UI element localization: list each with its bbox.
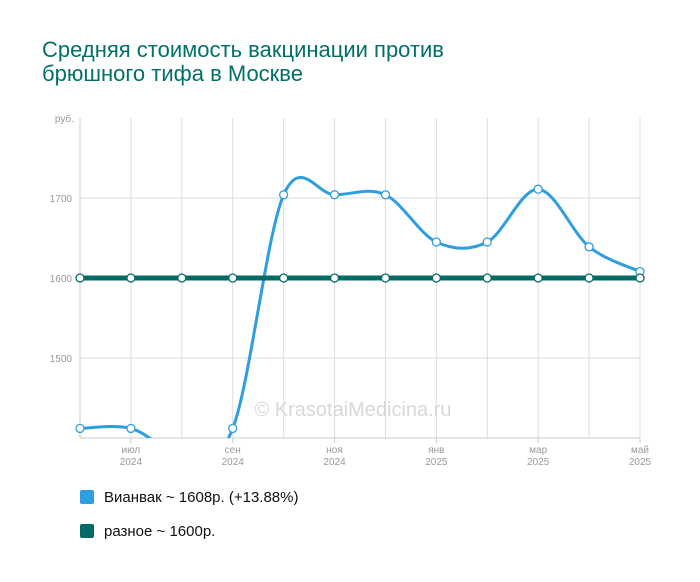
y-tick-label: 1600 — [50, 274, 73, 285]
legend-swatch-vianvak — [80, 490, 94, 504]
chart-title-line-2: брюшного тифа в Москве — [42, 61, 303, 86]
x-tick-year: 2025 — [629, 457, 652, 468]
data-point-raznoe — [584, 273, 594, 283]
data-point-vianvak — [533, 184, 543, 194]
data-point-raznoe — [482, 273, 492, 283]
x-tick-month: сен — [225, 445, 241, 456]
x-tick-month: ноя — [326, 445, 343, 456]
data-point-vianvak — [329, 190, 340, 200]
data-point-raznoe — [533, 273, 543, 283]
data-point-vianvak — [278, 190, 289, 200]
x-tick-year: 2024 — [120, 457, 143, 468]
chart-title-line-1: Средняя стоимость вакцинации против — [42, 37, 444, 62]
data-point-vianvak — [75, 423, 85, 434]
axis-labels: руб.150016001700июл2024сен2024ноя2024янв… — [50, 113, 652, 468]
y-axis-unit: руб. — [55, 113, 74, 125]
data-point-vianvak — [380, 190, 391, 200]
legend-swatch-raznoe — [80, 524, 94, 538]
legend-item-vianvak[interactable]: Вианвак ~ 1608р. (+13.88%) — [80, 488, 298, 506]
data-point-raznoe — [228, 273, 238, 283]
x-tick-year: 2025 — [425, 457, 448, 468]
y-tick-label: 1700 — [50, 194, 73, 205]
y-tick-label: 1500 — [50, 354, 73, 365]
legend: Вианвак ~ 1608р. (+13.88%) разное ~ 1600… — [80, 488, 298, 556]
data-point-vianvak — [126, 423, 136, 434]
data-point-raznoe — [75, 273, 85, 283]
data-point-raznoe — [431, 273, 442, 283]
series-raznoe — [75, 273, 645, 283]
data-point-raznoe — [380, 273, 391, 283]
data-point-raznoe — [126, 273, 136, 283]
legend-label-vianvak: Вианвак ~ 1608р. (+13.88%) — [104, 488, 299, 506]
data-point-raznoe — [329, 273, 340, 283]
x-tick-month: янв — [428, 445, 444, 456]
legend-item-raznoe[interactable]: разное ~ 1600р. — [80, 522, 298, 540]
data-point-vianvak — [482, 237, 492, 247]
x-tick-year: 2025 — [527, 457, 550, 468]
x-tick-month: мар — [529, 445, 547, 456]
data-point-raznoe — [635, 273, 645, 283]
data-point-vianvak — [228, 423, 238, 434]
x-tick-year: 2024 — [222, 457, 245, 468]
data-point-raznoe — [278, 273, 289, 283]
series-layer — [75, 176, 645, 438]
data-point-raznoe — [177, 273, 187, 283]
legend-label-raznoe: разное ~ 1600р. — [104, 522, 216, 540]
series-vianvak — [75, 176, 645, 438]
x-tick-month: май — [631, 445, 649, 456]
chart-title: Средняя стоимость вакцинации против брюш… — [42, 38, 642, 86]
data-point-vianvak — [431, 237, 442, 247]
data-point-vianvak — [584, 242, 594, 252]
x-tick-month: июл — [122, 445, 141, 456]
x-tick-year: 2024 — [323, 457, 346, 468]
watermark: © KrasotaiMedicina.ru — [254, 399, 451, 421]
